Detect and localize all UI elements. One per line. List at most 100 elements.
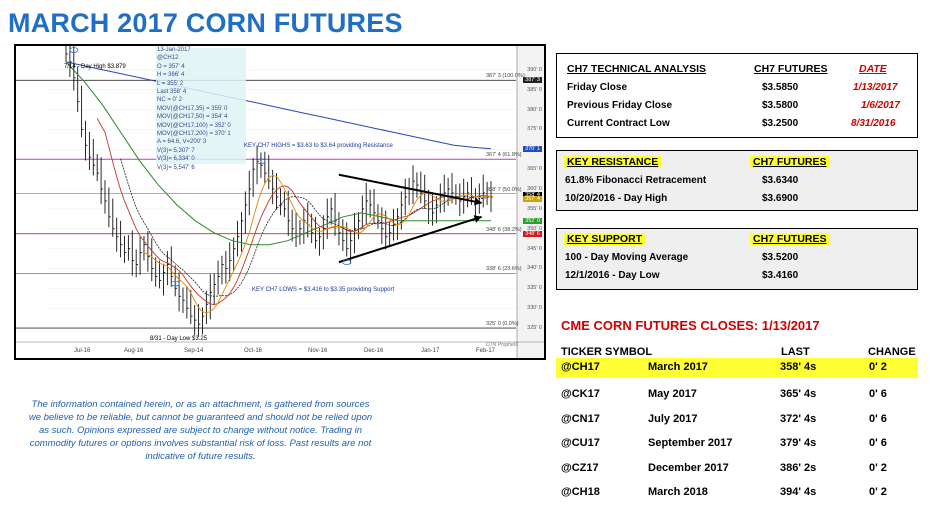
legend-entry: V(3)= 5,307' 7 [157,147,195,154]
price-tag: 370' 1 [523,145,542,152]
ticker-symbol: @CH18 [561,486,600,498]
legend-entry: 13-Jan-2017 [157,47,191,53]
price-tag: 387' 3 [523,77,542,84]
price-change: 0' 6 [869,413,887,425]
support-row-value: $3.5200 [762,252,799,263]
y-tick-label: 375' 0 [527,126,542,133]
last-price: 394' 4s [780,486,817,498]
legend-entry: MOV(@CH17,35) = 355' 0 [157,105,228,112]
tech-header-futures: CH7 FUTURES [754,63,828,75]
resistance-header-futures: CH7 FUTURES [750,156,830,168]
tech-header-date: DATE [859,63,887,75]
technical-analysis-panel: CH7 TECHNICAL ANALYSIS CH7 FUTURES DATE … [556,53,918,138]
contract-month: March 2017 [648,361,708,373]
support-row-value: $3.4160 [762,270,799,281]
legend-entry: @CH12 [157,55,179,62]
support-row-label: 100 - Day Moving Average [565,252,689,263]
tech-row-label: Current Contract Low [567,118,670,129]
resistance-row-value: $3.6900 [762,193,799,204]
x-tick-label: Nov-16 [308,348,328,354]
resistance-row-label: 61.8% Fibonacci Retracement [565,175,707,186]
price-change: 0' 6 [869,388,887,400]
tech-row-date: 1/6/2017 [861,100,900,111]
trendline-arrow [474,197,482,206]
fibonacci-label: 325' 0 (0.0%) [486,321,519,328]
legend-entry: V(3)= 5,547' 6 [157,164,195,171]
ticker-symbol: @CN17 [561,413,600,425]
moving-average-line [120,158,492,297]
support-row-label: 12/1/2016 - Day Low [565,270,660,281]
x-tick-label: Aug-16 [124,348,144,354]
closes-row: @CZ17 December 2017 386' 2s 0' 2 [556,459,918,479]
closes-row: @CK17 May 2017 365' 4s 0' 6 [556,385,918,405]
legend-entry: NC = 0' 2 [157,97,182,104]
legend-entry: L = 355' 2 [157,80,184,87]
moving-average-line [65,61,492,150]
chart-canvas [16,46,544,358]
closes-title: CME CORN FUTURES CLOSES: 1/13/2017 [561,318,820,333]
support-annotation: KEY CH7 LOWS = $3.416 to $3.35 providing… [252,287,395,293]
price-tag: 348' 6 [523,230,542,237]
resistance-annotation: KEY CH7 HIGHS = $3.63 to $3.64 providing… [244,143,393,149]
tech-row-value: $3.5850 [762,82,799,93]
y-tick-label: 340' 0 [527,265,542,272]
legend-entry: MOV(@CH17,200) = 370' 1 [157,131,231,138]
y-tick-label: 335' 0 [527,285,542,292]
x-tick-label: Oct-16 [244,348,263,354]
support-header-label: KEY SUPPORT [564,233,646,245]
y-tick-label: 330' 0 [527,305,542,312]
resistance-header-label: KEY RESISTANCE [564,156,662,168]
x-tick-label: Sep-14 [184,348,204,354]
key-level-marker [69,47,79,53]
key-level-marker [256,158,266,165]
y-tick-label: 365' 0 [527,166,542,173]
tech-row-label: Previous Friday Close [567,100,673,111]
tech-row-date: 1/13/2017 [853,82,898,93]
price-tag: 357' 4 [523,195,542,202]
y-tick-label: 360' 0 [527,186,542,193]
support-header-futures: CH7 FUTURES [750,233,830,245]
disclaimer-text: The information contained herein, or as … [28,399,373,462]
legend-background [156,48,246,164]
legend-entry: V(3)= 6,334' 0 [157,156,195,163]
resistance-row-value: $3.6340 [762,175,799,186]
key-level-marker [170,280,180,287]
fibonacci-label: 358' 7 (50.0%) [486,186,522,193]
contract-month: September 2017 [648,437,733,449]
legend-entry: H = 366' 4 [157,72,185,79]
ticker-symbol: @CH17 [561,361,600,373]
chart-brand: DTN ProphetX [486,342,519,348]
y-tick-label: 380' 0 [527,106,542,113]
ticker-symbol: @CK17 [561,388,600,400]
price-tag: 352' 0 [523,217,542,224]
fibonacci-label: 338' 6 (23.6%) [486,266,522,273]
closes-row: @CU17 September 2017 379' 4s 0' 6 [556,434,918,454]
price-change: 0' 2 [869,486,887,498]
closes-row: @CN17 July 2017 372' 4s 0' 6 [556,410,918,430]
day-high-annotation: 7/14 - Day High $3.879 [64,64,126,70]
x-tick-label: Dec-16 [364,348,384,354]
moving-average-line [143,174,491,314]
y-tick-label: 390' 0 [527,66,542,73]
resistance-row-label: 10/20/2016 - Day High [565,193,668,204]
last-price: 372' 4s [780,413,817,425]
ticker-symbol: @CU17 [561,437,600,449]
moving-average-line [65,61,491,246]
closes-row: @CH17 March 2017 358' 4s 0' 2 [556,358,918,378]
y-tick-label: 385' 0 [527,86,542,93]
fibonacci-label: 367' 4 (61.8%) [486,152,522,159]
last-price: 365' 4s [780,388,817,400]
key-resistance-panel: KEY RESISTANCE CH7 FUTURES 61.8% Fibonac… [556,150,918,211]
legend-entry: A = 64.6, V=200' 3 [157,139,207,146]
key-level-marker [342,259,352,266]
last-price: 358' 4s [780,361,817,373]
tech-row-label: Friday Close [567,82,628,93]
trendline [338,215,482,264]
legend-entry: MOV(@CH17,50) = 354' 4 [157,114,228,121]
x-tick-label: Jul-16 [74,348,91,354]
contract-month: December 2017 [648,462,729,474]
key-support-panel: KEY SUPPORT CH7 FUTURES 100 - Day Moving… [556,228,918,290]
last-price: 379' 4s [780,437,817,449]
closes-row: @CH18 March 2018 394' 4s 0' 2 [556,483,918,503]
